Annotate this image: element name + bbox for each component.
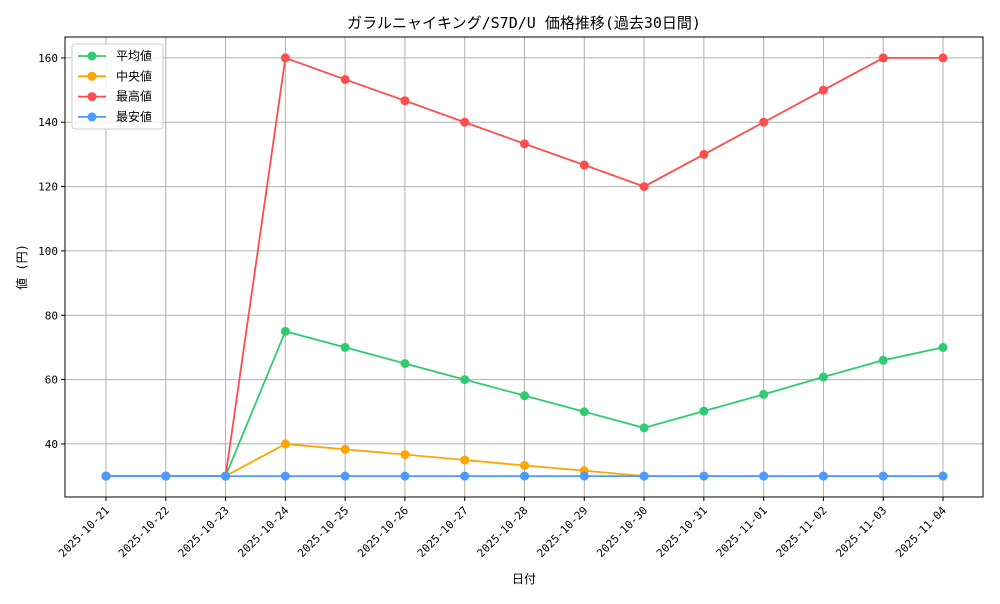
data-point: [221, 471, 231, 481]
data-point: [639, 423, 649, 433]
data-point: [818, 85, 828, 95]
x-tick-label: 2025-10-24: [235, 504, 291, 560]
x-tick-label: 2025-10-28: [475, 504, 531, 560]
data-point: [340, 444, 350, 454]
x-tick-label: 2025-11-02: [774, 504, 830, 560]
data-point: [400, 471, 410, 481]
data-point: [340, 471, 350, 481]
data-point: [878, 355, 888, 365]
legend-item: 最安値: [78, 109, 152, 124]
data-point: [161, 471, 171, 481]
legend-label: 中央値: [116, 68, 152, 83]
data-point: [579, 407, 589, 417]
data-point: [938, 471, 948, 481]
data-point: [520, 139, 529, 149]
x-axis: 2025-10-21 2025-10-22 2025-10-23 2025-10-24…: [56, 497, 949, 560]
legend-marker: [87, 51, 97, 61]
x-tick-label: 2025-10-30: [594, 504, 650, 560]
legend-marker: [87, 92, 97, 102]
data-point: [340, 74, 350, 84]
data-point: [938, 53, 948, 63]
data-point: [520, 391, 529, 401]
data-point: [101, 471, 111, 481]
legend-box: [71, 43, 164, 130]
series-group: [101, 53, 948, 481]
data-point: [460, 375, 470, 385]
y-tick-label: 140: [38, 116, 58, 129]
series-3: [101, 471, 948, 481]
x-tick-label: 2025-10-21: [56, 504, 112, 560]
data-point: [400, 450, 410, 460]
data-point: [400, 359, 410, 369]
data-point: [340, 342, 350, 352]
data-point: [759, 389, 769, 399]
legend-label: 最安値: [116, 109, 152, 124]
data-point: [280, 53, 290, 63]
data-point: [460, 117, 470, 127]
data-point: [818, 372, 828, 382]
y-tick-label: 60: [45, 374, 58, 387]
chart-title: ガラルニャイキング/S7D/U 価格推移(過去30日間): [347, 14, 701, 32]
legend-item: 平均値: [78, 48, 152, 63]
x-tick-label: 2025-10-29: [534, 504, 590, 560]
x-tick-label: 2025-10-26: [355, 504, 411, 560]
x-axis-label: 日付: [512, 572, 536, 586]
x-tick-label: 2025-10-22: [116, 504, 172, 560]
x-tick-label: 2025-10-31: [654, 504, 710, 560]
y-tick-label: 100: [38, 245, 58, 258]
data-point: [280, 439, 290, 449]
data-point: [759, 471, 769, 481]
data-point: [579, 160, 589, 170]
data-point: [280, 326, 290, 336]
data-point: [878, 53, 888, 63]
legend-item: 中央値: [78, 68, 152, 83]
y-tick-label: 40: [45, 438, 58, 451]
data-point: [460, 455, 470, 465]
data-point: [699, 471, 709, 481]
data-point: [639, 471, 649, 481]
x-tick-label: 2025-11-01: [714, 504, 770, 560]
legend-label: 平均値: [116, 48, 152, 63]
y-tick-label: 80: [45, 309, 58, 322]
data-point: [520, 460, 529, 470]
data-point: [520, 471, 529, 481]
data-point: [818, 471, 828, 481]
data-point: [938, 342, 948, 352]
y-tick-label: 120: [38, 181, 58, 194]
x-tick-label: 2025-10-27: [415, 504, 471, 560]
x-tick-label: 2025-11-04: [893, 504, 949, 560]
data-point: [699, 406, 709, 416]
y-axis-label: 値 (円): [14, 244, 29, 290]
data-point: [579, 471, 589, 481]
data-point: [699, 149, 709, 159]
legend-marker: [87, 71, 97, 81]
x-tick-label: 2025-10-25: [295, 504, 351, 560]
data-point: [759, 117, 769, 127]
legend-label: 最高値: [116, 89, 152, 104]
data-point: [460, 471, 470, 481]
y-axis: 40 60 80 100 120 140 160: [38, 52, 65, 451]
data-point: [878, 471, 888, 481]
legend-marker: [87, 112, 97, 122]
data-point: [400, 96, 410, 106]
x-tick-label: 2025-10-23: [176, 504, 232, 560]
data-point: [639, 182, 649, 192]
data-point: [280, 471, 290, 481]
grid: [65, 37, 983, 497]
y-tick-label: 160: [38, 52, 58, 65]
legend-item: 最高値: [78, 89, 152, 104]
x-tick-label: 2025-11-03: [833, 504, 889, 560]
